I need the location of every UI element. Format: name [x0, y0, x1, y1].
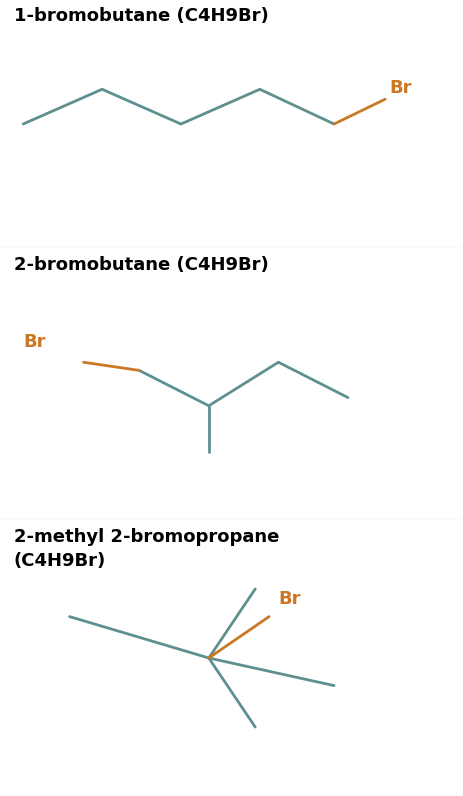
Text: 2-methyl 2-bromopropane
(C4H9Br): 2-methyl 2-bromopropane (C4H9Br): [14, 529, 279, 570]
Text: Br: Br: [389, 79, 411, 97]
Text: Br: Br: [23, 334, 45, 351]
Text: Br: Br: [278, 591, 300, 608]
Text: 1-bromobutane (C4H9Br): 1-bromobutane (C4H9Br): [14, 7, 268, 25]
Text: 2-bromobutane (C4H9Br): 2-bromobutane (C4H9Br): [14, 256, 268, 274]
